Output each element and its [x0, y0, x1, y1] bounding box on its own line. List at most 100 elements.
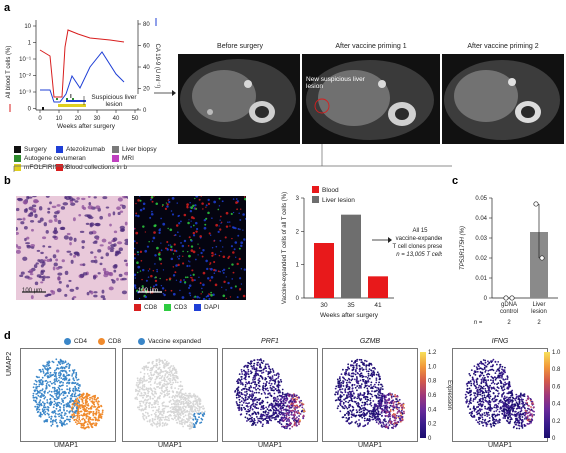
umap-point [360, 374, 362, 377]
umap-point [36, 389, 39, 392]
umap-point [487, 385, 489, 388]
umap-point [266, 396, 269, 399]
umap-point [363, 406, 366, 409]
umap-point [368, 385, 370, 388]
umap-point [481, 422, 483, 424]
umap-point [521, 402, 524, 405]
umap-point [66, 395, 69, 397]
umap-point [401, 408, 404, 411]
umap-point [367, 372, 370, 375]
umap-point [267, 371, 270, 373]
umap-point [249, 420, 252, 423]
umap-point [59, 375, 62, 377]
bar-b-ytick: 2 [296, 229, 300, 235]
umap-point [277, 391, 280, 394]
umap-point [506, 392, 509, 395]
umap-point [468, 400, 471, 403]
umap-point [473, 380, 476, 383]
umap-point [524, 402, 527, 405]
umap-point [499, 365, 502, 368]
umap-point [55, 422, 58, 424]
umap-point [399, 404, 402, 407]
umap-point [278, 404, 281, 407]
umap-point [268, 409, 270, 412]
umap-point [296, 398, 298, 401]
umap-point [60, 412, 63, 414]
umap-point [501, 377, 503, 379]
umap-point [528, 422, 531, 425]
umap-point [294, 399, 297, 402]
umap-point [359, 393, 361, 396]
umap-point [247, 365, 250, 367]
umap-point [353, 384, 356, 386]
umap-point [66, 404, 69, 406]
umap-point [77, 412, 79, 415]
umap-point [519, 396, 522, 398]
umap-point [276, 395, 279, 398]
umap-point [173, 372, 176, 375]
umap-point [49, 394, 52, 396]
umap-point [470, 384, 473, 387]
umap-point [278, 421, 281, 423]
umap-point [272, 406, 274, 408]
umap-point [359, 411, 361, 414]
umap-point [351, 409, 354, 412]
umap-point [35, 375, 38, 378]
colorbar-gradient [420, 352, 426, 438]
umap-point [92, 411, 95, 413]
umap-point [235, 401, 238, 403]
umap-point [192, 404, 195, 407]
umap-point [162, 416, 165, 419]
mri-title-priming-1: After vaccine priming 1 [335, 43, 407, 50]
umap-point [157, 403, 159, 406]
umap-point [293, 408, 296, 410]
umap-point [240, 409, 243, 412]
umap-point [143, 372, 146, 375]
umap-point [245, 381, 247, 384]
umap-point [253, 391, 256, 394]
umap-point [266, 413, 269, 416]
umap-point [520, 422, 523, 424]
umap-point [158, 361, 161, 364]
umap-point [171, 383, 173, 386]
umap-point [192, 394, 195, 397]
mri-image-before [178, 54, 300, 144]
umap-point [173, 399, 175, 402]
umap-point [504, 378, 507, 381]
umap-point [257, 417, 259, 420]
umap-point [143, 380, 146, 382]
umap-point [289, 400, 292, 402]
umap-point [357, 393, 360, 396]
umap-point [359, 422, 361, 425]
umap-point [150, 378, 153, 381]
umap-point [277, 377, 280, 379]
umap-point [265, 381, 268, 383]
umap-point [242, 401, 245, 404]
umap-point [290, 404, 293, 407]
umap-point [137, 386, 139, 389]
umap-point [188, 413, 190, 415]
umap-point [394, 421, 396, 424]
umap-point [347, 401, 350, 404]
umap-point [504, 414, 506, 417]
umap-point [366, 377, 369, 379]
umap-point [521, 400, 524, 403]
umap-point [293, 420, 296, 423]
umap-point [62, 406, 65, 409]
umap-point [469, 380, 472, 383]
umap-point [259, 363, 261, 365]
umap-point [401, 403, 403, 406]
umap-point [372, 410, 375, 413]
umap-point [61, 367, 64, 370]
umap-point [363, 401, 366, 404]
umap-point [185, 417, 188, 420]
umap-point [234, 390, 237, 392]
legend-swatch [112, 146, 119, 153]
umap-point [68, 387, 71, 390]
umap-point [285, 423, 288, 425]
umap-point [293, 413, 295, 416]
umap-point [482, 368, 484, 371]
umap-point [364, 381, 366, 383]
umap-point [366, 389, 369, 392]
umap-point [471, 410, 474, 413]
